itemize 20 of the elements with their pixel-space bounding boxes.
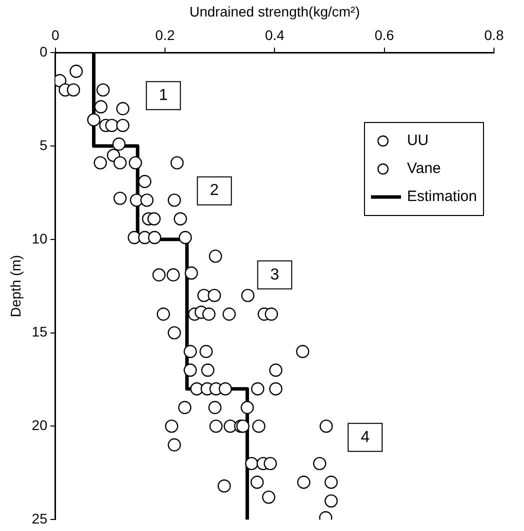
y-axis-title: Depth (m) xyxy=(7,254,24,318)
legend-label: Estimation xyxy=(406,187,477,207)
annotation: 1 xyxy=(158,86,168,104)
y-tick-label: 20 xyxy=(32,417,48,434)
y-tick-label: 5 xyxy=(40,136,48,153)
x-tick-label: 0.4 xyxy=(264,27,285,44)
x-tick-label: 0 xyxy=(51,27,60,44)
x-tick-label: 0.2 xyxy=(155,27,175,44)
annotation: 3 xyxy=(270,266,280,284)
y-tick-label: 15 xyxy=(32,324,48,340)
annotation: 2 xyxy=(210,182,219,200)
x-axis-title: Undrained strength(kg/cm²) xyxy=(189,3,360,20)
legend-label: UU xyxy=(406,131,429,151)
legend-label: Vane xyxy=(406,159,441,179)
annotation: 4 xyxy=(360,428,370,446)
y-tick-label: 10 xyxy=(32,230,48,246)
y-tick-label: 25 xyxy=(32,510,48,526)
y-tick-label: 0 xyxy=(40,43,48,60)
x-tick-label: 0.6 xyxy=(374,27,394,44)
x-tick-label: 0.8 xyxy=(484,27,504,44)
